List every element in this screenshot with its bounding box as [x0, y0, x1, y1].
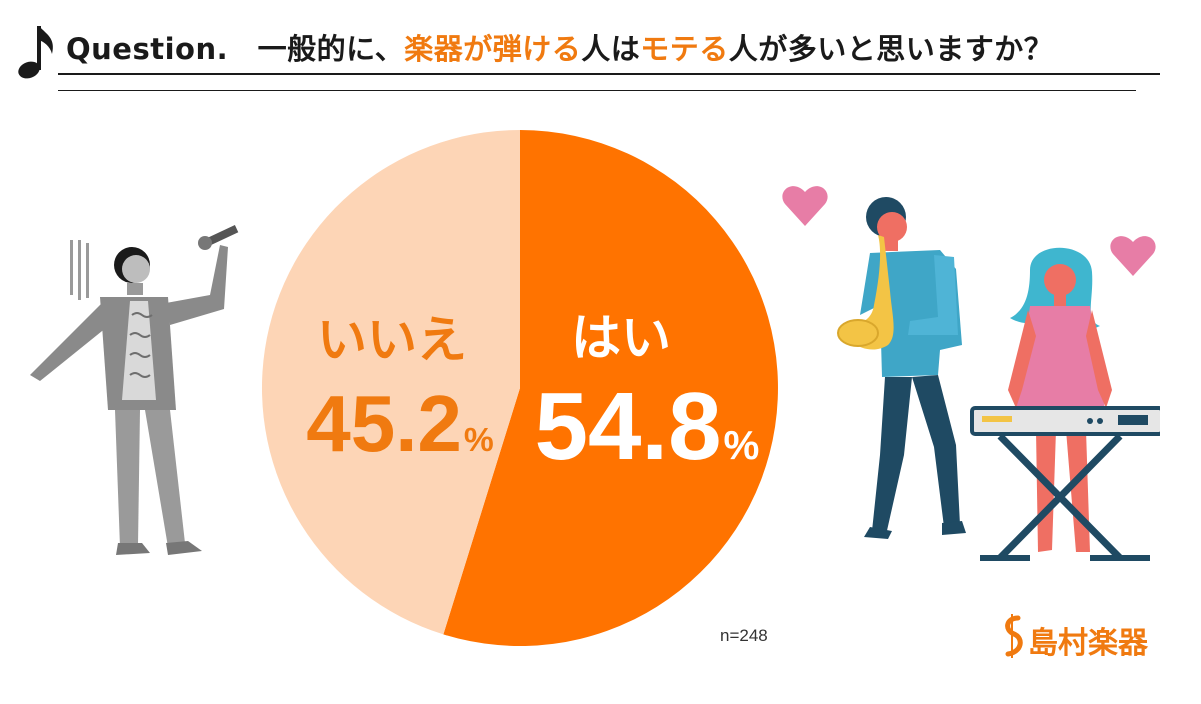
- title-mid: 人は: [581, 32, 641, 66]
- slice-value-yes-percent: %: [723, 422, 760, 468]
- title-prefix: Question. 一般的に、: [66, 32, 405, 66]
- title-rule-top: [58, 73, 1160, 75]
- heart-icon: [782, 186, 828, 226]
- sample-size: n=248: [720, 626, 768, 645]
- slice-label-yes: はい: [571, 310, 671, 366]
- slice-value-no-number: 45.2: [306, 379, 462, 468]
- pie-slice-yes: [443, 130, 778, 646]
- shimamura-logo-icon: [1005, 614, 1023, 658]
- slice-value-yes-number: 54.8: [534, 373, 722, 480]
- music-note-icon: [18, 26, 53, 79]
- heart-icon: [1110, 236, 1156, 276]
- slice-value-yes: 54.8%: [532, 372, 762, 482]
- title-rule-bottom: [58, 90, 1136, 91]
- header: Question. 一般的に、楽器が弾ける人はモテる人が多いと思いますか？: [0, 0, 1201, 100]
- slice-label-no: いいえ: [317, 312, 467, 368]
- question-title: Question. 一般的に、楽器が弾ける人はモテる人が多いと思いますか？: [66, 26, 1053, 68]
- title-accent-instrument: 楽器が弾ける: [404, 32, 582, 66]
- pie-slice-no: [261, 129, 520, 635]
- slice-value-no: 45.2%: [300, 378, 500, 470]
- keyboard-player-illustration: [970, 247, 1160, 561]
- saxophone-player-illustration: [837, 197, 966, 539]
- title-accent-popular: モテる: [640, 32, 729, 66]
- shimamura-logo: 島村楽器: [1000, 610, 1170, 661]
- gray-singer-illustration: [30, 225, 239, 555]
- title-suffix: 人が多いと思いますか？: [728, 32, 1054, 66]
- brand-name: 島村楽器: [1028, 626, 1148, 661]
- slice-value-no-percent: %: [463, 422, 494, 459]
